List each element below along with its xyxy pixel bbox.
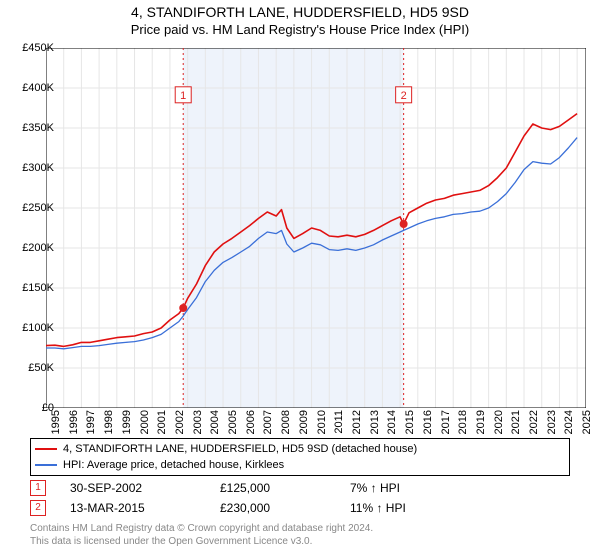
- svg-text:2: 2: [401, 90, 407, 102]
- legend-swatch-hpi: [35, 464, 57, 466]
- xtick-label: 2012: [351, 410, 363, 434]
- xtick-label: 2011: [333, 410, 345, 434]
- xtick-label: 2007: [262, 410, 274, 434]
- svg-text:1: 1: [180, 90, 186, 102]
- sale-date-2: 13-MAR-2015: [70, 501, 220, 515]
- xtick-label: 2008: [280, 410, 292, 434]
- footer-line-2: This data is licensed under the Open Gov…: [30, 535, 570, 548]
- xtick-label: 2017: [440, 410, 452, 434]
- xtick-label: 2003: [192, 410, 204, 434]
- xtick-label: 2021: [510, 410, 522, 434]
- ytick-label: £350K: [22, 122, 54, 134]
- xtick-label: 2015: [404, 410, 416, 434]
- xtick-label: 2001: [156, 410, 168, 434]
- ytick-label: £50K: [28, 362, 54, 374]
- sale-price-1: £125,000: [220, 481, 350, 495]
- title-line-2: Price paid vs. HM Land Registry's House …: [0, 22, 600, 37]
- xtick-label: 1999: [121, 410, 133, 434]
- legend-row-hpi: HPI: Average price, detached house, Kirk…: [35, 457, 565, 473]
- xtick-label: 2023: [546, 410, 558, 434]
- chart-svg: 12: [46, 48, 586, 408]
- xtick-label: 1997: [85, 410, 97, 434]
- sales-row-1: 1 30-SEP-2002 £125,000 7% ↑ HPI: [30, 478, 570, 498]
- legend-swatch-subject: [35, 448, 57, 450]
- ytick-label: £150K: [22, 282, 54, 294]
- xtick-label: 2010: [316, 410, 328, 434]
- xtick-label: 2009: [298, 410, 310, 434]
- sale-pct-2: 11% ↑ HPI: [350, 501, 470, 515]
- sale-price-2: £230,000: [220, 501, 350, 515]
- xtick-label: 1998: [103, 410, 115, 434]
- xtick-label: 2020: [493, 410, 505, 434]
- xtick-label: 1996: [68, 410, 80, 434]
- title-area: 4, STANDIFORTH LANE, HUDDERSFIELD, HD5 9…: [0, 0, 600, 37]
- sale-badge-2: 2: [30, 500, 46, 516]
- ytick-label: £200K: [22, 242, 54, 254]
- xtick-label: 2002: [174, 410, 186, 434]
- sales-row-2: 2 13-MAR-2015 £230,000 11% ↑ HPI: [30, 498, 570, 518]
- ytick-label: £300K: [22, 162, 54, 174]
- xtick-label: 2005: [227, 410, 239, 434]
- chart-figure: 4, STANDIFORTH LANE, HUDDERSFIELD, HD5 9…: [0, 0, 600, 560]
- legend-row-subject: 4, STANDIFORTH LANE, HUDDERSFIELD, HD5 9…: [35, 441, 565, 457]
- sale-badge-1: 1: [30, 480, 46, 496]
- sale-pct-1: 7% ↑ HPI: [350, 481, 470, 495]
- xtick-label: 2016: [422, 410, 434, 434]
- title-line-1: 4, STANDIFORTH LANE, HUDDERSFIELD, HD5 9…: [0, 4, 600, 20]
- ytick-label: £250K: [22, 202, 54, 214]
- legend-label-subject: 4, STANDIFORTH LANE, HUDDERSFIELD, HD5 9…: [63, 441, 417, 457]
- xtick-label: 2013: [369, 410, 381, 434]
- footer-line-1: Contains HM Land Registry data © Crown c…: [30, 522, 570, 535]
- ytick-label: £400K: [22, 82, 54, 94]
- footer-notice: Contains HM Land Registry data © Crown c…: [30, 522, 570, 548]
- xtick-label: 1995: [50, 410, 62, 434]
- xtick-label: 2024: [563, 410, 575, 434]
- sale-date-1: 30-SEP-2002: [70, 481, 220, 495]
- legend-box: 4, STANDIFORTH LANE, HUDDERSFIELD, HD5 9…: [30, 438, 570, 476]
- xtick-label: 2022: [528, 410, 540, 434]
- xtick-label: 2014: [386, 410, 398, 434]
- xtick-label: 2018: [457, 410, 469, 434]
- xtick-label: 2006: [245, 410, 257, 434]
- ytick-label: £450K: [22, 42, 54, 54]
- xtick-label: 2019: [475, 410, 487, 434]
- xtick-label: 2025: [581, 410, 593, 434]
- ytick-label: £100K: [22, 322, 54, 334]
- xtick-label: 2000: [139, 410, 151, 434]
- xtick-label: 2004: [209, 410, 221, 434]
- sales-table: 1 30-SEP-2002 £125,000 7% ↑ HPI 2 13-MAR…: [30, 478, 570, 518]
- legend-label-hpi: HPI: Average price, detached house, Kirk…: [63, 457, 284, 473]
